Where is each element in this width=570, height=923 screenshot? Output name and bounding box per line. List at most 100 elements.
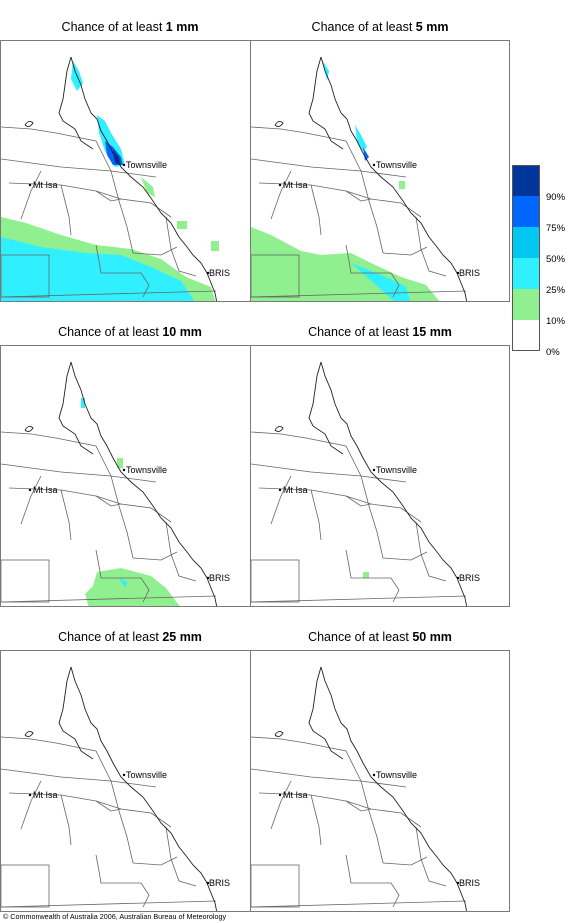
townsville-label: Townsville <box>376 465 417 475</box>
panel-title-amount: 10 mm <box>162 325 202 339</box>
panel-title-prefix: Chance of at least <box>61 20 166 34</box>
map-1mm: Townsville Mt Isa BRIS <box>0 40 260 302</box>
legend-label-50: 50% <box>546 254 566 265</box>
copyright-notice: © Commonwealth of Australia 2006, Austra… <box>3 912 227 921</box>
townsville-label: Townsville <box>126 770 167 780</box>
legend-label-90: 90% <box>546 192 566 203</box>
townsville-label: Townsville <box>126 160 167 170</box>
townsville-marker <box>122 163 126 167</box>
brisbane-marker <box>456 271 460 275</box>
place-markers: Townsville Mt Isa BRIS <box>28 770 230 888</box>
townsville-marker <box>372 468 376 472</box>
legend-label-25: 25% <box>546 285 566 296</box>
map-1mm-svg: Townsville Mt Isa BRIS <box>1 56 230 301</box>
legend-swatch-90 <box>512 165 540 196</box>
map-25mm: Townsville Mt Isa BRIS <box>0 650 260 912</box>
panel-title-25mm: Chance of at least 25 mm <box>0 630 260 644</box>
townsville-label: Townsville <box>126 465 167 475</box>
mt-isa-marker <box>278 183 282 187</box>
legend-swatch-50 <box>512 227 540 258</box>
brisbane-label: BRIS <box>209 268 230 278</box>
panel-title-prefix: Chance of at least <box>308 325 413 339</box>
rain-probability-areas <box>1 61 219 301</box>
legend-label-10: 10% <box>546 316 566 327</box>
mt-isa-marker <box>28 183 32 187</box>
coastline <box>70 56 218 301</box>
brisbane-label: BRIS <box>459 878 480 888</box>
panel-title-prefix: Chance of at least <box>58 630 163 644</box>
place-markers: Townsville Mt Isa BRIS <box>28 465 230 583</box>
panel-title-prefix: Chance of at least <box>311 20 416 34</box>
panel-title-5mm: Chance of at least 5 mm <box>250 20 510 34</box>
panel-title-50mm: Chance of at least 50 mm <box>250 630 510 644</box>
legend-swatch-25 <box>512 258 540 289</box>
panel-title-amount: 1 mm <box>165 20 199 34</box>
panel-title-amount: 5 mm <box>415 20 449 34</box>
rain-probability-areas <box>251 61 440 301</box>
place-markers: Townsville Mt Isa BRIS <box>278 770 480 888</box>
place-markers: Townsville Mt Isa BRIS <box>28 160 230 278</box>
map-boundaries <box>251 431 467 603</box>
brisbane-marker <box>456 881 460 885</box>
panel-title-1mm: Chance of at least 1 mm <box>0 20 260 34</box>
panel-title-10mm: Chance of at least 10 mm <box>0 325 260 339</box>
brisbane-label: BRIS <box>459 573 480 583</box>
brisbane-marker <box>456 576 460 580</box>
townsville-label: Townsville <box>376 770 417 780</box>
brisbane-label: BRIS <box>459 268 480 278</box>
rain-probability-areas <box>363 572 369 578</box>
legend-label-0: 0% <box>546 347 560 358</box>
townsville-label: Townsville <box>376 160 417 170</box>
panel-title-prefix: Chance of at least <box>58 325 163 339</box>
map-5mm: Townsville Mt Isa BRIS <box>250 40 510 302</box>
mt-isa-label: Mt Isa <box>283 180 308 190</box>
legend-label-75: 75% <box>546 223 566 234</box>
panel-title-amount: 25 mm <box>162 630 202 644</box>
mt-isa-label: Mt Isa <box>283 790 308 800</box>
map-15mm-svg: Townsville Mt Isa BRIS <box>251 361 480 606</box>
map-15mm: Townsville Mt Isa BRIS <box>250 345 510 607</box>
legend-swatch-75 <box>512 196 540 227</box>
mt-isa-label: Mt Isa <box>33 180 58 190</box>
map-10mm: Townsville Mt Isa BRIS <box>0 345 260 607</box>
mt-isa-label: Mt Isa <box>33 790 58 800</box>
panel-title-amount: 50 mm <box>412 630 452 644</box>
map-10mm-svg: Townsville Mt Isa BRIS <box>1 361 230 606</box>
brisbane-label: BRIS <box>209 573 230 583</box>
coastline <box>320 56 468 301</box>
brisbane-label: BRIS <box>209 878 230 888</box>
coastline <box>320 666 468 911</box>
map-boundaries <box>1 736 217 908</box>
mt-isa-marker <box>28 488 32 492</box>
brisbane-marker <box>206 576 210 580</box>
panel-title-15mm: Chance of at least 15 mm <box>250 325 510 339</box>
map-25mm-svg: Townsville Mt Isa BRIS <box>1 666 230 911</box>
townsville-marker <box>372 773 376 777</box>
townsville-marker <box>122 773 126 777</box>
coastline <box>70 361 218 606</box>
map-50mm: Townsville Mt Isa BRIS <box>250 650 510 912</box>
map-50mm-svg: Townsville Mt Isa BRIS <box>251 666 480 911</box>
mt-isa-label: Mt Isa <box>33 485 58 495</box>
townsville-marker <box>122 468 126 472</box>
legend-swatch-10 <box>512 289 540 320</box>
brisbane-marker <box>206 881 210 885</box>
townsville-marker <box>372 163 376 167</box>
legend-swatch-0 <box>512 320 540 351</box>
coastline <box>70 666 218 911</box>
panel-title-amount: 15 mm <box>412 325 452 339</box>
brisbane-marker <box>206 271 210 275</box>
mt-isa-label: Mt Isa <box>283 485 308 495</box>
place-markers: Townsville Mt Isa BRIS <box>278 465 480 583</box>
coastline <box>320 361 468 606</box>
map-5mm-svg: Townsville Mt Isa BRIS <box>251 56 480 301</box>
map-boundaries <box>1 126 217 298</box>
panel-title-prefix: Chance of at least <box>308 630 413 644</box>
mt-isa-marker <box>278 488 282 492</box>
rain-probability-areas <box>81 398 180 606</box>
place-markers: Townsville Mt Isa BRIS <box>278 160 480 278</box>
map-boundaries <box>251 736 467 908</box>
mt-isa-marker <box>28 793 32 797</box>
mt-isa-marker <box>278 793 282 797</box>
map-boundaries <box>251 126 467 298</box>
